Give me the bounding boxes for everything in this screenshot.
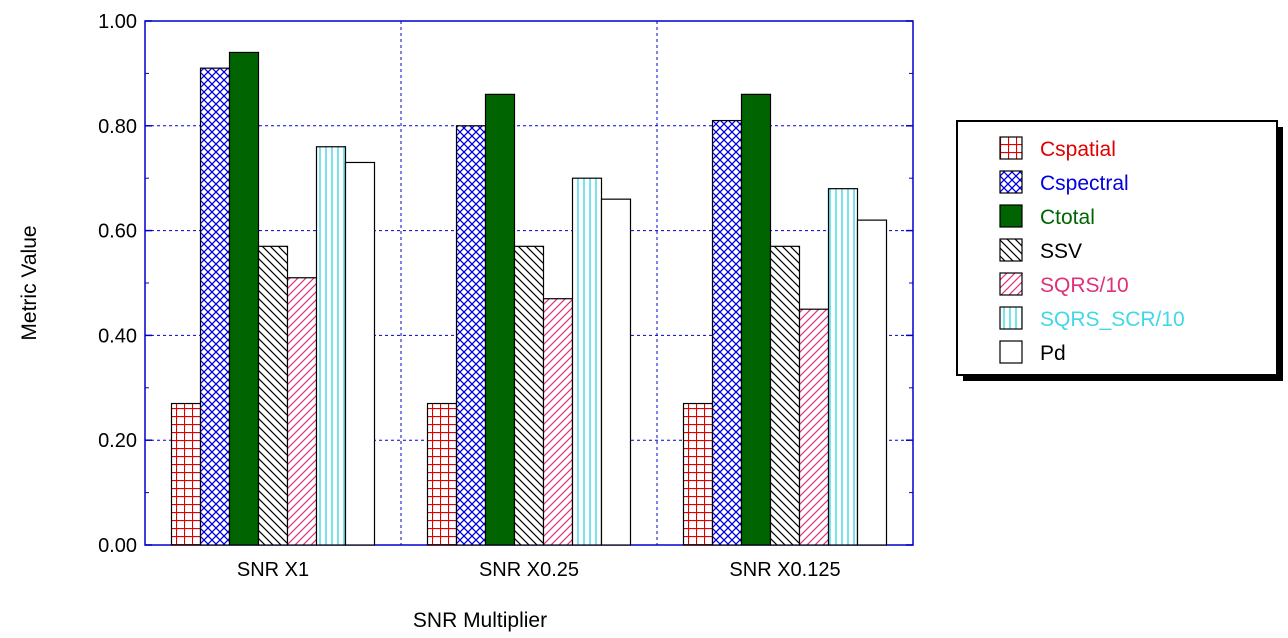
bar-sqrs-10-1: [286, 277, 318, 546]
legend-label: Cspectral: [1040, 172, 1129, 195]
legend: Cspatial Cspectral Ctotal SSV SQRS/10 SQRS_SC…: [956, 120, 1283, 381]
bar-ssv-3: [769, 245, 801, 546]
bar-cspatial-1: [170, 402, 202, 546]
legend-swatch: [999, 170, 1023, 194]
bars: [170, 51, 888, 546]
y-tick-label: 0.80: [98, 116, 137, 138]
bar-ctotal-2: [484, 93, 516, 546]
bar-pd-3: [856, 219, 888, 546]
y-axis-ticks: 0.00 0.20 0.40 0.60 0.80 1.00: [98, 11, 913, 557]
legend-label: Cspatial: [1040, 138, 1116, 161]
legend-label: SSV: [1040, 240, 1082, 263]
x-tick-label: SNR X1: [237, 559, 309, 581]
y-axis-title: Metric Value: [18, 225, 41, 340]
bar-sqrs-scr-10-3: [827, 188, 859, 546]
x-axis-title: SNR Multiplier: [413, 609, 547, 632]
bar-ssv-1: [257, 245, 289, 546]
x-tick-label: SNR X0.25: [479, 559, 579, 581]
x-tick-label: SNR X0.125: [729, 559, 840, 581]
legend-swatch: [999, 238, 1023, 262]
legend-label: SQRS/10: [1040, 274, 1129, 297]
bar-cspectral-3: [711, 119, 743, 546]
legend-swatch: [999, 306, 1023, 330]
bar-ssv-2: [513, 245, 545, 546]
bar-sqrs-scr-10-2: [571, 177, 603, 546]
legend-swatch: [999, 272, 1023, 296]
y-tick-label: 0.20: [98, 430, 137, 452]
x-axis-ticks: SNR X1 SNR X0.25 SNR X0.125: [237, 559, 841, 581]
legend-swatch: [999, 340, 1023, 364]
legend-label: Ctotal: [1040, 206, 1095, 229]
bar-pd-1: [344, 161, 376, 546]
legend-label: SQRS_SCR/10: [1040, 308, 1185, 331]
y-tick-label: 0.60: [98, 221, 137, 243]
y-tick-label: 0.00: [98, 535, 137, 557]
bar-cspatial-2: [426, 402, 458, 546]
bar-cspectral-2: [455, 125, 487, 546]
bar-cspectral-1: [199, 67, 231, 546]
bar-sqrs-scr-10-1: [315, 146, 347, 546]
legend-label: Pd: [1040, 342, 1066, 365]
bar-sqrs-10-3: [798, 308, 830, 546]
legend-swatch: [999, 204, 1023, 228]
legend-swatch: [999, 136, 1023, 160]
y-tick-label: 0.40: [98, 325, 137, 347]
bar-cspatial-3: [682, 402, 714, 546]
bar-sqrs-10-2: [542, 298, 574, 546]
bar-ctotal-3: [740, 93, 772, 546]
y-tick-label: 1.00: [98, 11, 137, 33]
bar-ctotal-1: [228, 51, 260, 546]
legend-items: Cspatial Cspectral Ctotal SSV SQRS/10 SQRS_SC…: [999, 136, 1185, 365]
bar-pd-2: [600, 198, 632, 546]
